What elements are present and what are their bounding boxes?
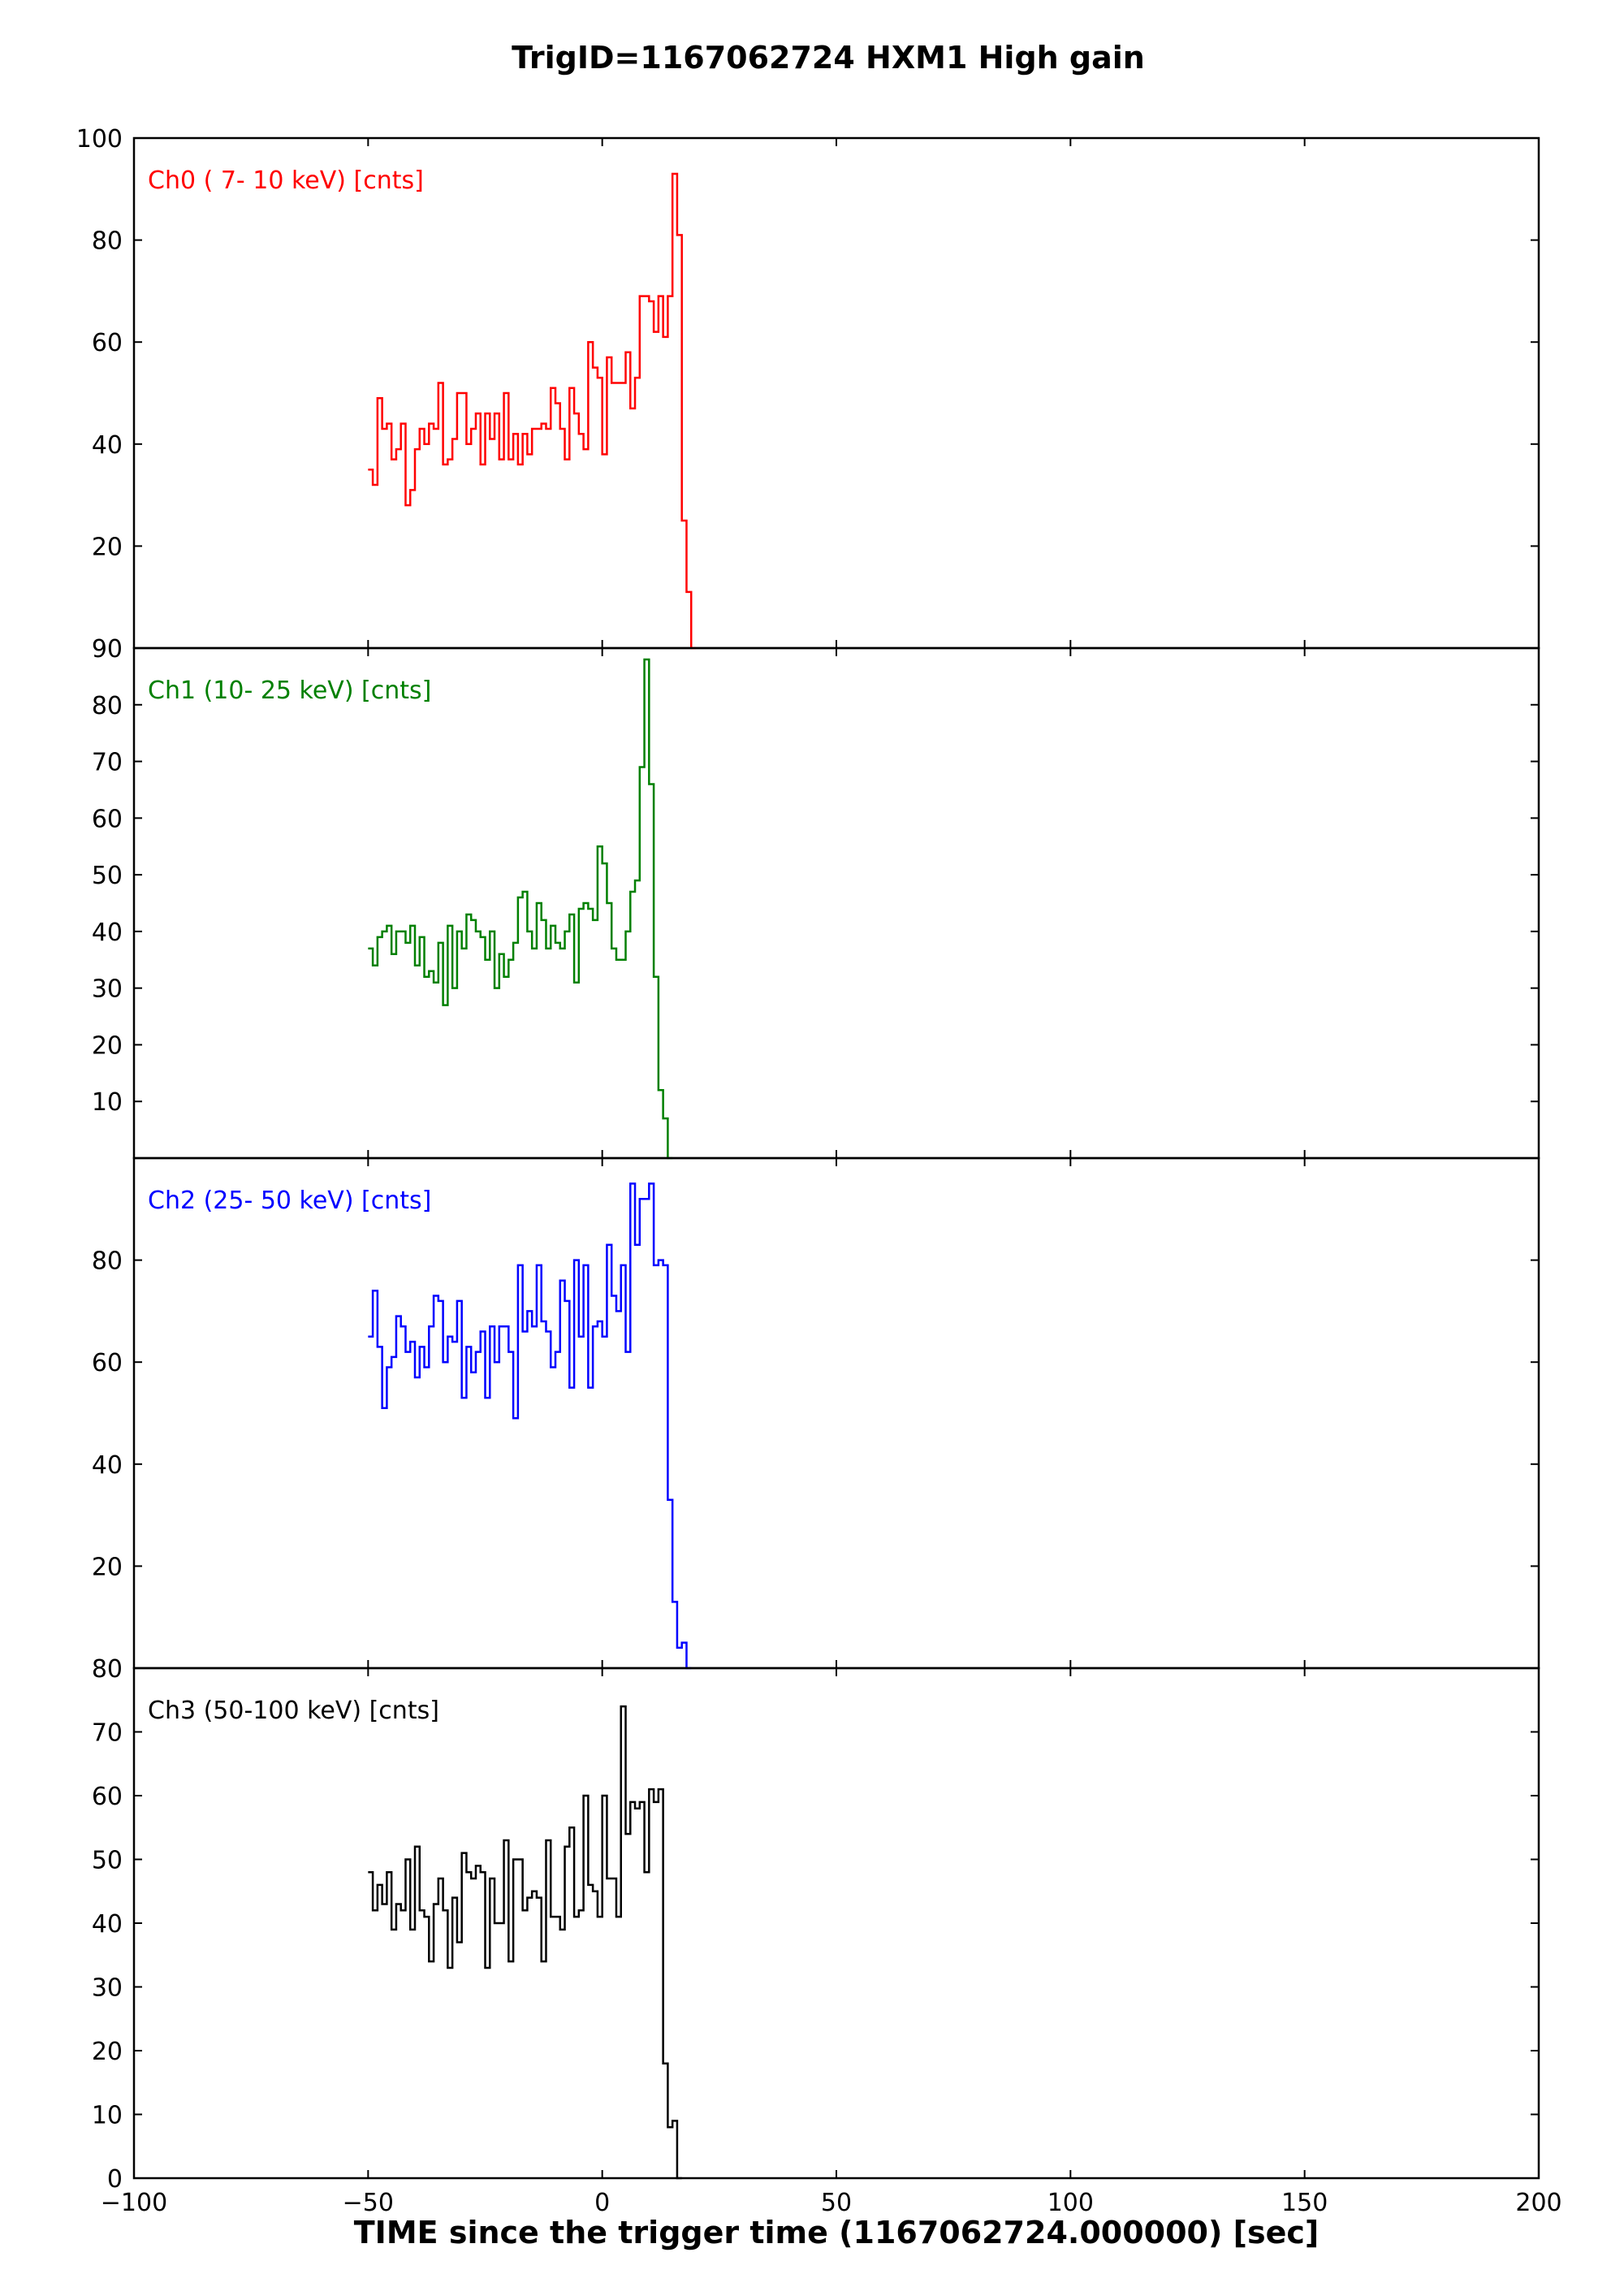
- y-tick-label: 40: [92, 1910, 123, 1939]
- series-line-ch0: [368, 172, 696, 650]
- y-tick-label: 80: [92, 1655, 123, 1684]
- y-tick-label: 30: [92, 975, 123, 1004]
- x-tick-label: 200: [1515, 2189, 1561, 2217]
- y-tick-label: 60: [92, 329, 123, 357]
- y-tick-label: 100: [76, 125, 123, 153]
- y-tick-label: 40: [92, 1451, 123, 1480]
- series-label-ch3: Ch3 (50-100 keV) [cnts]: [148, 1697, 439, 1725]
- panel-2: 20 40 60 80 Ch2 (25- 50 keV) [cnts]: [92, 1156, 1540, 1670]
- panel-3: 0 10 20 30 40 50 60 70 80 Ch3 (50-100 keV) [cnts]: [92, 1655, 1540, 2194]
- series-label-ch2: Ch2 (25- 50 keV) [cnts]: [148, 1187, 431, 1215]
- panel-0: 20 40 60 80 100 Ch0 ( 7- 10 keV) [cnts]: [76, 125, 1540, 650]
- series-label-ch0: Ch0 ( 7- 10 keV) [cnts]: [148, 166, 424, 195]
- x-axis: −100 −50 0 50 100 150 200: [101, 2189, 1562, 2217]
- series-label-ch1: Ch1 (10- 25 keV) [cnts]: [148, 677, 431, 705]
- y-tick-label: 40: [92, 919, 123, 947]
- y-tick-label: 20: [92, 1031, 123, 1060]
- panel-frame: [132, 1156, 1540, 1670]
- y-tick-label: 10: [92, 2102, 123, 2130]
- y-tick-label: 40: [92, 431, 123, 460]
- x-tick-label: −100: [101, 2189, 167, 2217]
- y-tick-label: 20: [92, 533, 123, 561]
- x-tick-label: 50: [821, 2189, 852, 2217]
- chart-title: TrigID=1167062724 HXM1 High gain: [512, 40, 1145, 76]
- y-tick-label: 60: [92, 805, 123, 833]
- x-tick-label: 0: [594, 2189, 610, 2217]
- y-tick-label: 90: [92, 635, 123, 664]
- y-tick-label: 20: [92, 1553, 123, 1581]
- series-line-ch2: [368, 1182, 692, 1670]
- y-tick-label: 30: [92, 1974, 123, 2003]
- y-tick-label: 60: [92, 1349, 123, 1377]
- y-tick-label: 80: [92, 1247, 123, 1276]
- x-tick-label: −50: [343, 2189, 394, 2217]
- y-tick-label: 20: [92, 2038, 123, 2066]
- y-tick-label: 80: [92, 227, 123, 256]
- y-tick-label: 50: [92, 1847, 123, 1875]
- y-tick-label: 10: [92, 1088, 123, 1117]
- y-tick-label: 0: [107, 2165, 123, 2194]
- y-tick-label: 70: [92, 1719, 123, 1748]
- x-tick-label: 100: [1047, 2189, 1094, 2217]
- series-line-ch3: [368, 1705, 682, 2180]
- y-tick-label: 60: [92, 1783, 123, 1811]
- x-tick-label: 150: [1281, 2189, 1328, 2217]
- y-tick-label: 70: [92, 749, 123, 777]
- panel-frame: [132, 1667, 1540, 2180]
- panel-frame: [132, 646, 1540, 1160]
- y-tick-label: 50: [92, 862, 123, 890]
- panel-1: 10 20 30 40 50 60 70 80 90 Ch1 (10- 25 keV) [cnts…: [92, 635, 1540, 1160]
- y-tick-label: 80: [92, 692, 123, 720]
- x-axis-label: TIME since the trigger time (1167062724.…: [354, 2215, 1319, 2250]
- series-line-ch1: [368, 658, 673, 1160]
- panel-frame: [132, 136, 1540, 650]
